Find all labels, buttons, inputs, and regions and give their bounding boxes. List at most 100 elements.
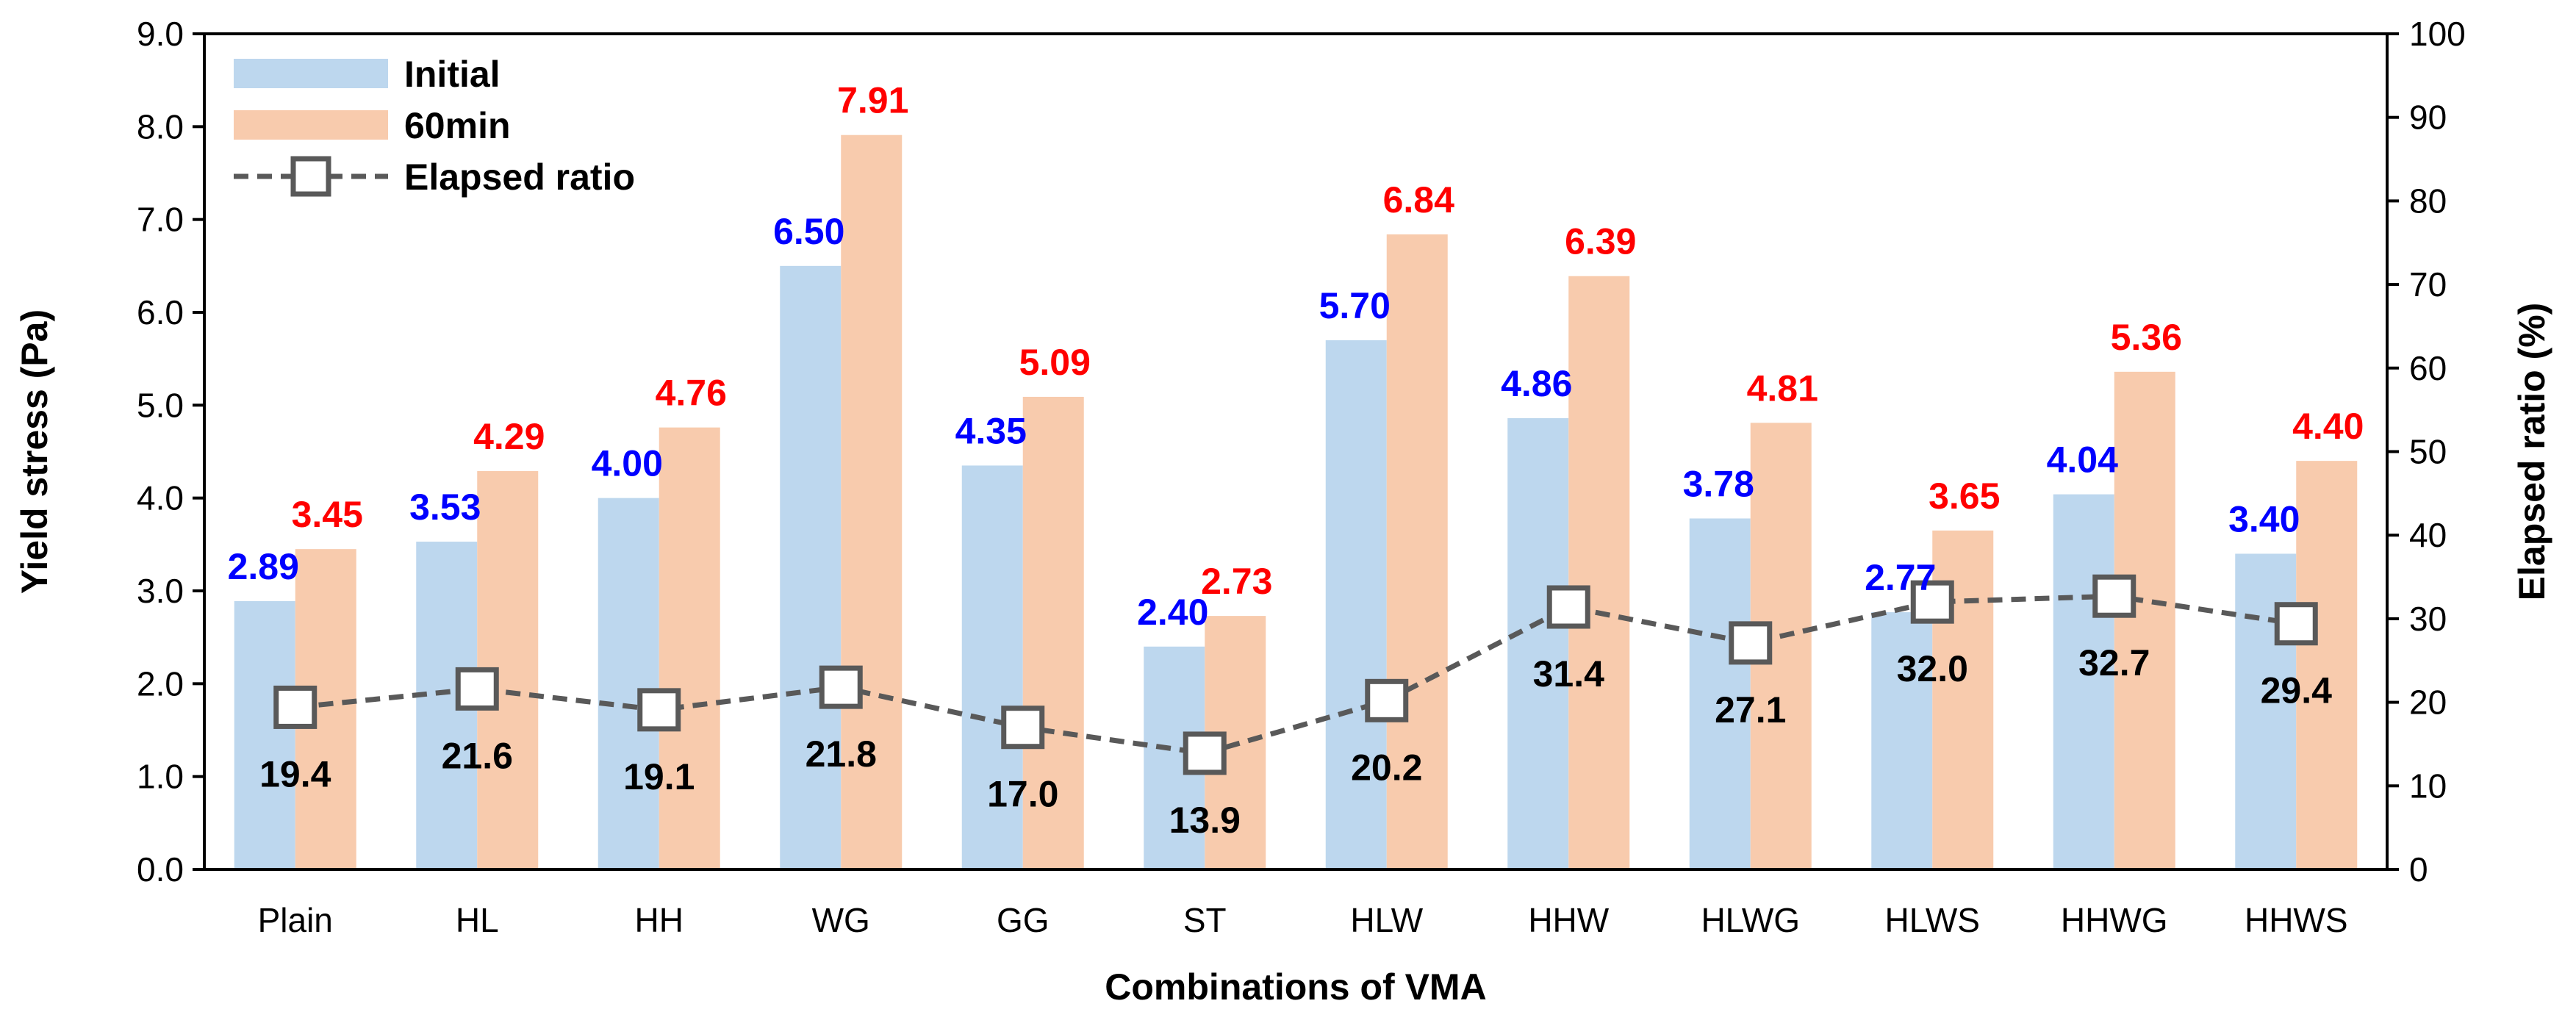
label-60min-hh: 4.76 bbox=[656, 373, 727, 414]
y-tick-label: 0.0 bbox=[137, 850, 184, 889]
bar-initial-hlw bbox=[1325, 340, 1387, 869]
label-ratio-st: 13.9 bbox=[1169, 800, 1241, 841]
y-tick-label: 2.0 bbox=[137, 664, 184, 703]
bar-initial-wg bbox=[780, 265, 842, 869]
legend-label-elapsed-ratio: Elapsed ratio bbox=[404, 157, 635, 198]
legend-marker-elapsed-ratio bbox=[290, 156, 331, 197]
x-tick-label-hhwg: HHWG bbox=[2061, 901, 2168, 939]
label-ratio-hlw: 20.2 bbox=[1351, 747, 1422, 788]
labels-layer: 2.89 3.45 19.4 3.53 4.29 21.6 4.00 4.76 19.1 6.50… bbox=[228, 80, 2364, 841]
y-tick-label: 1.0 bbox=[137, 758, 184, 796]
bar-initial-plain bbox=[234, 600, 295, 869]
label-60min-hhw: 6.39 bbox=[1565, 221, 1636, 262]
ratio-marker-hhw bbox=[1546, 585, 1590, 629]
y2-tick-label: 10 bbox=[2409, 767, 2447, 805]
label-60min-plain: 3.45 bbox=[292, 494, 363, 535]
y2-tick-label: 20 bbox=[2409, 683, 2447, 722]
y2-tick-label: 80 bbox=[2409, 182, 2447, 220]
axes-layer: 0.0 1.0 2.0 3.0 4.0 5.0 6.0 7.0 8.0 9.0 0 10 20 30 40 5… bbox=[14, 15, 2552, 1008]
label-60min-hlwg: 4.81 bbox=[1747, 367, 1818, 409]
label-initial-wg: 6.50 bbox=[773, 211, 844, 252]
y2-tick-label: 30 bbox=[2409, 600, 2447, 638]
x-tick-label-hl: HL bbox=[456, 901, 499, 939]
x-tick-label-hhws: HHWS bbox=[2245, 901, 2348, 939]
label-ratio-hlwg: 27.1 bbox=[1715, 689, 1786, 731]
bar-60min-hhws bbox=[2296, 461, 2358, 869]
y-tick-label: 7.0 bbox=[137, 201, 184, 239]
x-tick-label-plain: Plain bbox=[258, 901, 333, 939]
y2-tick-label: 60 bbox=[2409, 349, 2447, 387]
ratio-marker-gg bbox=[1001, 706, 1045, 750]
y2-tick-label: 50 bbox=[2409, 433, 2447, 471]
x-tick-label-st: ST bbox=[1183, 901, 1227, 939]
legend: Initial 60min Elapsed ratio bbox=[234, 54, 635, 198]
y-tick-label: 9.0 bbox=[137, 15, 184, 53]
label-ratio-plain: 19.4 bbox=[259, 753, 331, 794]
label-60min-hl: 4.29 bbox=[473, 416, 545, 457]
label-60min-wg: 7.91 bbox=[837, 80, 908, 121]
label-initial-hhws: 3.40 bbox=[2228, 498, 2300, 539]
y2-tick-label: 0 bbox=[2409, 850, 2428, 889]
ratio-marker-wg bbox=[819, 665, 863, 709]
bar-initial-hlwg bbox=[1689, 518, 1751, 869]
label-initial-plain: 2.89 bbox=[228, 546, 299, 587]
y-tick-label: 3.0 bbox=[137, 572, 184, 610]
label-ratio-hh: 19.1 bbox=[623, 756, 695, 797]
elapsed-ratio-line bbox=[295, 593, 2297, 756]
bar-60min-hhw bbox=[1568, 276, 1630, 870]
label-initial-hh: 4.00 bbox=[592, 443, 663, 484]
label-ratio-hhwg: 32.7 bbox=[2078, 642, 2150, 683]
label-initial-st: 2.40 bbox=[1137, 592, 1208, 633]
y2-axis-title: Elapsed ratio (%) bbox=[2511, 303, 2552, 601]
label-60min-gg: 5.09 bbox=[1019, 342, 1091, 383]
ratio-marker-hh bbox=[637, 688, 681, 732]
label-60min-hlw: 6.84 bbox=[1383, 179, 1455, 220]
ratio-marker-hhws bbox=[2274, 602, 2318, 646]
bar-60min-hlw bbox=[1386, 234, 1448, 869]
label-initial-hlw: 5.70 bbox=[1319, 285, 1391, 326]
y2-tick-label: 90 bbox=[2409, 98, 2447, 137]
label-ratio-hl: 21.6 bbox=[442, 735, 513, 776]
y-tick-label: 5.0 bbox=[137, 386, 184, 424]
bar-initial-hhw bbox=[1507, 418, 1569, 869]
bar-60min-hh bbox=[659, 427, 720, 869]
y-tick-label: 8.0 bbox=[137, 107, 184, 146]
label-initial-hlwg: 3.78 bbox=[1683, 463, 1754, 504]
bar-initial-gg bbox=[961, 465, 1023, 869]
ratio-marker-hl bbox=[455, 667, 499, 711]
label-initial-gg: 4.35 bbox=[955, 410, 1027, 451]
x-tick-label-hlw: HLW bbox=[1350, 901, 1423, 939]
x-tick-label-hlws: HLWS bbox=[1885, 901, 1981, 939]
x-tick-label-hlwg: HLWG bbox=[1701, 901, 1800, 939]
bars-layer bbox=[234, 134, 2358, 870]
label-60min-hhwg: 5.36 bbox=[2111, 317, 2182, 358]
label-ratio-hhws: 29.4 bbox=[2261, 670, 2333, 711]
bar-60min-hhwg bbox=[2114, 371, 2175, 869]
bar-initial-hlws bbox=[1871, 612, 1933, 869]
ratio-marker-hhwg bbox=[2092, 574, 2136, 618]
y-tick-label: 4.0 bbox=[137, 479, 184, 517]
ratio-marker-hlws bbox=[1910, 580, 1954, 624]
y-tick-label: 6.0 bbox=[137, 293, 184, 331]
bar-60min-wg bbox=[841, 134, 903, 869]
x-tick-label-hhw: HHW bbox=[1528, 901, 1609, 939]
y2-tick-label: 70 bbox=[2409, 265, 2447, 304]
ratio-marker-st bbox=[1183, 731, 1227, 775]
line-layer bbox=[273, 574, 2318, 775]
bar-initial-hhwg bbox=[2053, 494, 2114, 869]
ratio-marker-plain bbox=[273, 685, 317, 729]
label-initial-hlws: 2.77 bbox=[1865, 557, 1936, 598]
legend-swatch-initial bbox=[234, 59, 388, 88]
ratio-marker-hlw bbox=[1365, 678, 1409, 722]
x-tick-label-hh: HH bbox=[635, 901, 684, 939]
x-tick-label-wg: WG bbox=[812, 901, 870, 939]
bar-60min-gg bbox=[1022, 396, 1084, 869]
legend-label-60min: 60min bbox=[404, 105, 511, 146]
x-tick-label-gg: GG bbox=[997, 901, 1050, 939]
y2-tick-label: 40 bbox=[2409, 516, 2447, 554]
label-ratio-hlws: 32.0 bbox=[1897, 648, 1968, 689]
label-60min-hlws: 3.65 bbox=[1929, 475, 2000, 517]
label-initial-hl: 3.53 bbox=[409, 487, 481, 528]
